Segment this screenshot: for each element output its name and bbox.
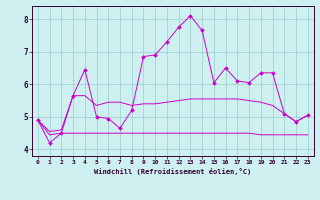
X-axis label: Windchill (Refroidissement éolien,°C): Windchill (Refroidissement éolien,°C) xyxy=(94,168,252,175)
